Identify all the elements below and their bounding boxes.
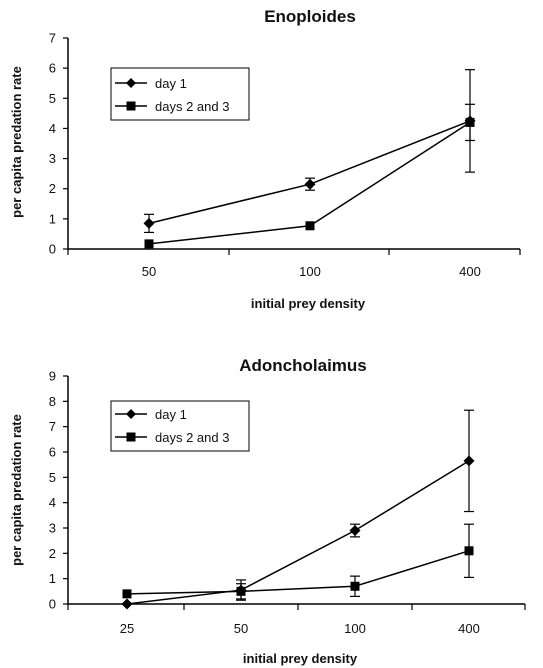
y-tick-label: 3: [49, 151, 56, 166]
legend-label-day1: day 1: [155, 407, 187, 422]
x-tick-label: 400: [459, 264, 481, 279]
plot-area: [121, 409, 475, 610]
data-point-square: [464, 546, 474, 556]
x-tick-label: 100: [299, 264, 321, 279]
legend-label-day1: day 1: [155, 76, 187, 91]
tick-group: 0 1 2 3 4 5 6 7 50 100 400: [49, 31, 521, 279]
legend-diamond-marker: [126, 409, 136, 419]
y-tick-label: 4: [49, 495, 56, 510]
x-tick-label: 50: [142, 264, 156, 279]
series-line-day1: [126, 460, 470, 605]
legend-label-days23: days 2 and 3: [155, 99, 229, 114]
data-point-square: [122, 589, 132, 599]
y-tick-label: 5: [49, 470, 56, 485]
data-point-diamond: [143, 217, 155, 229]
data-point-diamond: [304, 178, 316, 190]
y-tick-label: 2: [49, 181, 56, 196]
data-point-square: [350, 581, 360, 591]
y-axis-label: per capita predation rate: [9, 414, 24, 566]
series-line-days23: [126, 550, 470, 595]
x-tick-label: 25: [120, 621, 134, 636]
legend-square-marker: [126, 432, 136, 442]
y-tick-label: 0: [49, 597, 56, 612]
y-tick-label: 9: [49, 369, 56, 384]
y-tick-label: 0: [49, 242, 56, 257]
x-tick-label: 100: [344, 621, 366, 636]
series-line-day1: [148, 120, 471, 225]
legend-square-marker: [126, 101, 136, 111]
x-axis-label: initial prey density: [243, 651, 358, 666]
data-point-diamond: [349, 525, 361, 537]
plot-area: [143, 69, 476, 249]
y-tick-label: 7: [49, 419, 56, 434]
y-tick-label: 6: [49, 61, 56, 76]
y-tick-label: 5: [49, 91, 56, 106]
y-tick-label: 3: [49, 521, 56, 536]
panel-enoploides: Enoploides per capita predation rate ini…: [9, 7, 521, 311]
y-tick-label: 6: [49, 445, 56, 460]
y-tick-label: 2: [49, 546, 56, 561]
data-point-diamond: [463, 455, 475, 467]
y-tick-label: 8: [49, 394, 56, 409]
chart-title: Adoncholaimus: [239, 356, 367, 375]
data-point-square: [465, 117, 475, 127]
x-tick-label: 400: [458, 621, 480, 636]
legend: day 1 days 2 and 3: [110, 400, 250, 452]
legend-box: [110, 67, 250, 121]
y-tick-label: 1: [49, 571, 56, 586]
tick-group: 0 1 2 3 4 5 6 7 8 9 25 50 100 400: [49, 369, 526, 636]
legend-box: [110, 400, 250, 452]
x-axis-label: initial prey density: [251, 296, 366, 311]
x-tick-label: 50: [234, 621, 248, 636]
y-tick-label: 7: [49, 31, 56, 46]
chart-title: Enoploides: [264, 7, 356, 26]
data-point-square: [144, 239, 154, 249]
data-point-square: [305, 221, 315, 231]
data-point-square: [236, 586, 246, 596]
legend-label-days23: days 2 and 3: [155, 430, 229, 445]
data-point-diamond: [121, 598, 133, 610]
legend-diamond-marker: [126, 78, 136, 88]
legend: day 1 days 2 and 3: [110, 67, 250, 121]
y-axis-label: per capita predation rate: [9, 66, 24, 218]
y-tick-label: 4: [49, 121, 56, 136]
y-tick-label: 1: [49, 211, 56, 226]
panel-adoncholaimus: Adoncholaimus per capita predation rate …: [9, 356, 526, 666]
